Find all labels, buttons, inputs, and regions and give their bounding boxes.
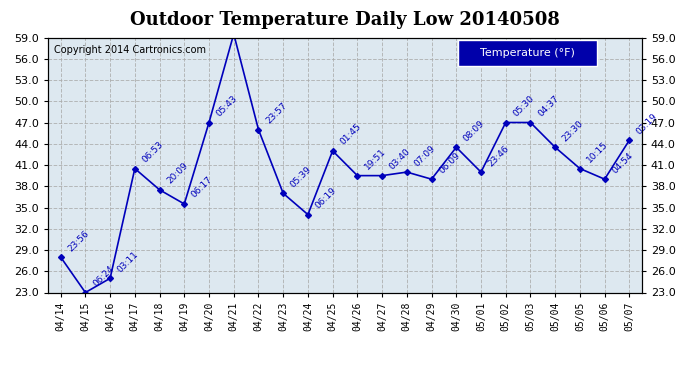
- Text: 10:15: 10:15: [585, 140, 610, 164]
- Text: 23:46: 23:46: [486, 143, 511, 168]
- Text: 06:17: 06:17: [190, 175, 215, 200]
- Text: 03:19: 03:19: [635, 111, 660, 136]
- Text: 04:54: 04:54: [610, 150, 635, 175]
- Text: 05:43: 05:43: [215, 94, 239, 118]
- Text: 19:51: 19:51: [363, 147, 388, 171]
- Text: 06:53: 06:53: [140, 140, 165, 164]
- Text: Temperature (°F): Temperature (°F): [480, 48, 575, 58]
- Text: 06:24: 06:24: [91, 264, 115, 288]
- Text: 06:09: 06:09: [437, 150, 462, 175]
- Text: 23:56: 23:56: [66, 228, 91, 253]
- Text: Outdoor Temperature Daily Low 20140508: Outdoor Temperature Daily Low 20140508: [130, 11, 560, 29]
- Text: 20:09: 20:09: [165, 161, 190, 186]
- FancyBboxPatch shape: [457, 40, 598, 66]
- Text: 23:57: 23:57: [264, 101, 288, 125]
- Text: 23:30: 23:30: [561, 118, 585, 143]
- Text: 03:11: 03:11: [116, 249, 140, 274]
- Text: 06:19: 06:19: [313, 186, 338, 210]
- Text: 04:37: 04:37: [536, 94, 560, 118]
- Text: 23:57: 23:57: [0, 374, 1, 375]
- Text: 05:39: 05:39: [288, 165, 313, 189]
- Text: 01:45: 01:45: [338, 122, 363, 147]
- Text: 07:09: 07:09: [413, 143, 437, 168]
- Text: 03:40: 03:40: [388, 147, 412, 171]
- Text: 05:30: 05:30: [511, 94, 536, 118]
- Text: 08:09: 08:09: [462, 118, 486, 143]
- Text: Copyright 2014 Cartronics.com: Copyright 2014 Cartronics.com: [55, 45, 206, 55]
